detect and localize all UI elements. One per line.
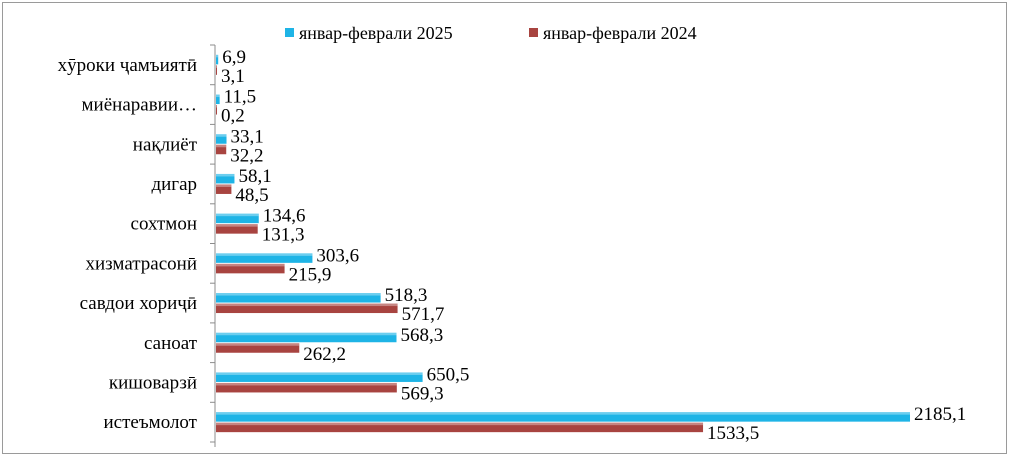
- bar-2025-highlight: [216, 372, 423, 375]
- data-label-2024: 571,7: [402, 304, 445, 325]
- category-label: нақлиёт: [133, 134, 198, 155]
- bar-2025: [216, 372, 423, 382]
- bar-2025-highlight: [216, 332, 397, 336]
- bar-2024-highlight: [216, 224, 258, 227]
- data-label-2024: 48,5: [235, 185, 268, 206]
- category-label: хӯроки ҷамъиятӣ: [58, 55, 197, 76]
- bar-2025-highlight: [216, 54, 219, 58]
- category-label: миёнаравии…: [82, 95, 197, 116]
- legend-item-2024: январ-феврали 2024: [529, 23, 697, 43]
- bar-2024-highlight: [216, 184, 232, 187]
- category-label: сохтмон: [131, 214, 197, 235]
- data-label-2024: 131,3: [262, 225, 305, 246]
- bar-2024-highlight: [216, 422, 704, 426]
- data-label-2025: 518,3: [385, 285, 428, 306]
- bar-2025-highlight: [216, 253, 313, 256]
- bars-layer: [216, 54, 910, 433]
- data-label-2024: 32,2: [230, 145, 263, 166]
- bar-2024-highlight: [216, 105, 217, 108]
- bar-chart: январ-феврали 2025 январ-феврали 2024 хӯ…: [58, 23, 967, 447]
- bar-2025: [216, 293, 381, 303]
- data-label-2024: 262,2: [303, 344, 346, 365]
- bar-2025: [216, 173, 235, 184]
- bar-2024-highlight: [216, 263, 285, 267]
- bar-2025-highlight: [216, 94, 220, 98]
- bar-2025-highlight: [216, 412, 910, 415]
- bar-2024: [216, 343, 300, 353]
- data-label-2024: 569,3: [401, 383, 444, 404]
- bar-2025-highlight: [216, 134, 227, 137]
- bar-2024: [216, 224, 258, 234]
- category-label: саноат: [144, 333, 198, 354]
- legend: январ-феврали 2025 январ-феврали 2024: [285, 23, 697, 43]
- category-label: савдои хориҷӣ: [80, 293, 197, 314]
- bar-2024-highlight: [216, 65, 217, 68]
- bar-2025: [216, 94, 220, 105]
- data-label-2025: 11,5: [224, 87, 257, 108]
- bar-2024-highlight: [216, 303, 398, 307]
- category-label: хизматрасонӣ: [86, 253, 197, 274]
- bar-2025-highlight: [216, 293, 381, 296]
- bar-2024-highlight: [216, 343, 300, 346]
- bar-2025: [216, 54, 219, 65]
- bar-2024-highlight: [216, 144, 227, 148]
- bar-2025-highlight: [216, 173, 235, 177]
- axis-layer: [210, 44, 216, 447]
- bar-2024: [216, 144, 227, 155]
- bar-2024-highlight: [216, 382, 397, 386]
- data-label-2025: 568,3: [400, 325, 443, 346]
- bar-2024: [216, 105, 217, 115]
- legend-label-2024: январ-феврали 2024: [543, 23, 697, 43]
- legend-swatch-2024: [529, 28, 538, 37]
- data-label-2025: 33,1: [231, 126, 264, 147]
- data-label-2025: 2185,1: [914, 404, 966, 425]
- data-label-2025: 58,1: [238, 166, 271, 187]
- data-label-2025: 303,6: [316, 245, 359, 266]
- data-label-2024: 1533,5: [707, 423, 759, 444]
- bar-2024: [216, 263, 285, 274]
- bar-2024: [216, 382, 397, 393]
- bar-2025: [216, 134, 227, 144]
- data-label-2025: 6,9: [222, 47, 246, 68]
- bar-2024: [216, 65, 217, 75]
- bar-2024: [216, 422, 704, 433]
- category-label: кишоварзӣ: [109, 372, 197, 393]
- data-label-2024: 215,9: [289, 264, 332, 285]
- legend-swatch-2025: [285, 28, 294, 37]
- data-label-2024: 3,1: [221, 66, 245, 87]
- bar-2024: [216, 184, 232, 194]
- bar-2025-highlight: [216, 213, 259, 217]
- data-label-2025: 650,5: [427, 364, 470, 385]
- category-label: дигар: [151, 174, 197, 195]
- labels-layer: хӯроки ҷамъиятӣ 6,93,1 миёнаравии… 11,50,2 н…: [58, 47, 967, 444]
- bar-2024: [216, 303, 398, 314]
- bar-2025: [216, 253, 313, 263]
- bar-2025: [216, 213, 259, 224]
- bar-2025: [216, 412, 910, 422]
- legend-label-2025: январ-феврали 2025: [299, 23, 453, 43]
- category-label: истеъмолот: [104, 412, 198, 433]
- legend-item-2025: январ-феврали 2025: [285, 23, 453, 43]
- data-label-2025: 134,6: [263, 206, 306, 227]
- bar-2025: [216, 332, 397, 343]
- data-label-2024: 0,2: [221, 106, 245, 127]
